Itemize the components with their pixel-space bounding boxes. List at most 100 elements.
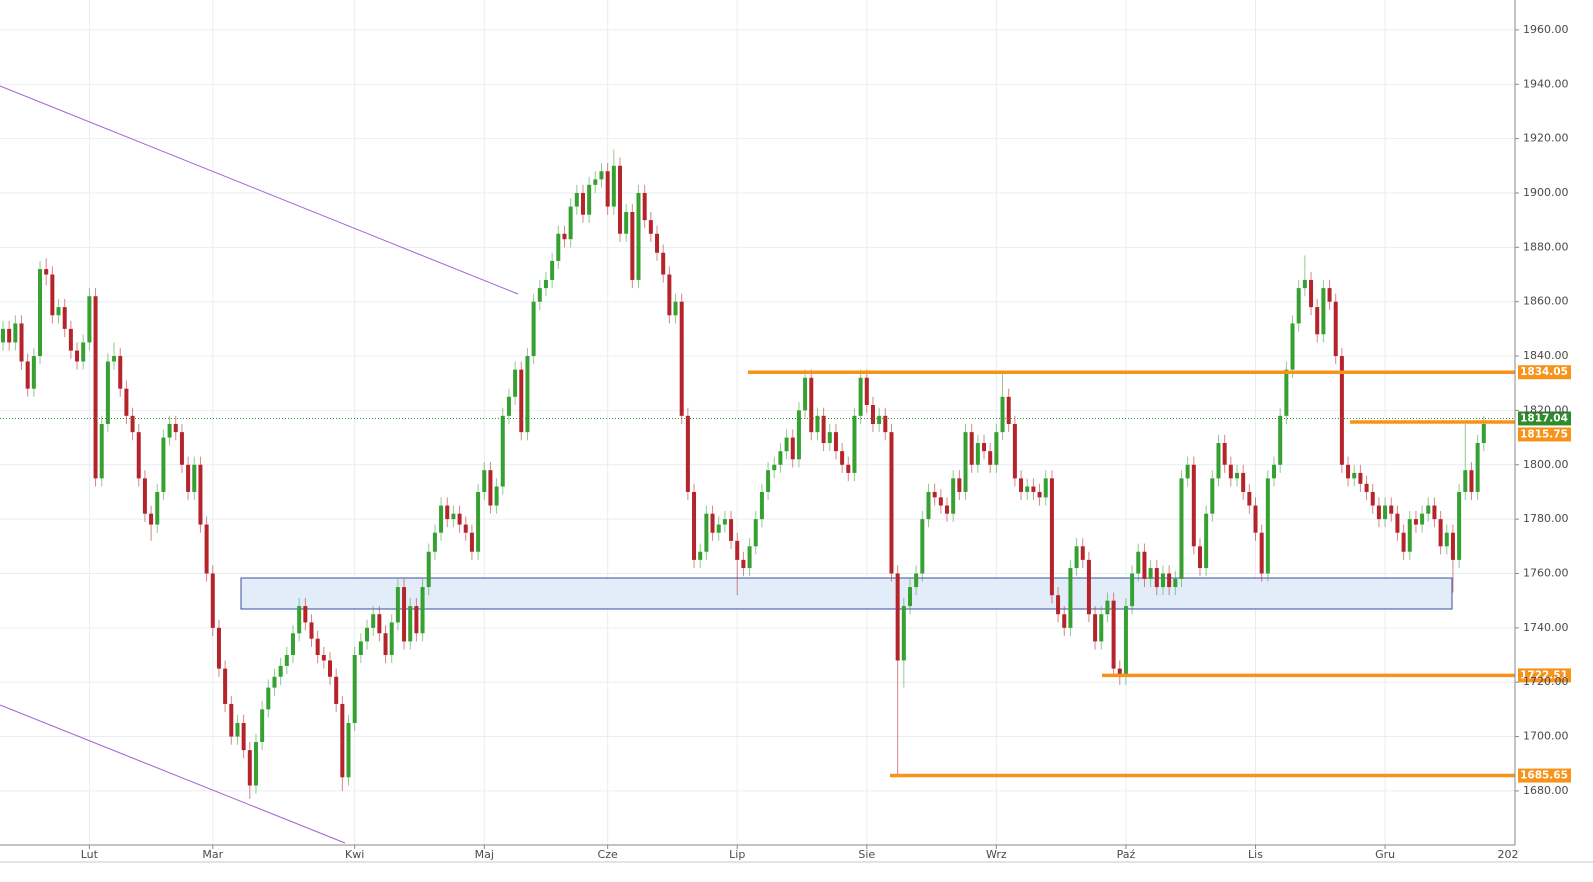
candle-body	[1395, 513, 1400, 533]
candle-body	[161, 437, 166, 492]
candle-body	[1364, 483, 1369, 492]
level-label: 1722.51	[1520, 669, 1568, 681]
candle-body	[685, 415, 690, 492]
candle-body	[1148, 568, 1153, 579]
candle-body	[1093, 614, 1098, 642]
candle-body	[611, 165, 616, 207]
candle-body	[1420, 513, 1425, 525]
candle-body	[303, 606, 308, 623]
candle-body	[1469, 470, 1474, 492]
candle-body	[778, 451, 783, 465]
candle-body	[932, 491, 937, 498]
candle-body	[1309, 279, 1314, 308]
candle-body	[1333, 301, 1338, 357]
candle-body	[1136, 551, 1141, 574]
candle-body	[1037, 491, 1042, 498]
candle-body	[235, 722, 240, 737]
candle-body	[1481, 423, 1486, 444]
candle-body	[476, 491, 481, 552]
candle-body	[1457, 491, 1462, 560]
candle-body	[1339, 356, 1344, 465]
candle-body	[87, 296, 92, 343]
y-tick-label: 1840.00	[1523, 349, 1569, 362]
candle-body	[56, 307, 61, 316]
x-tick-label: Cze	[598, 848, 618, 861]
level-label: 1685.65	[1520, 770, 1568, 782]
x-tick-label: Lis	[1248, 848, 1263, 861]
candle-body	[1438, 519, 1443, 547]
candle-body	[352, 655, 357, 723]
candle-body	[1043, 478, 1048, 498]
y-tick-label: 1720.00	[1523, 675, 1569, 688]
candle-body	[772, 464, 777, 471]
candle-body	[278, 665, 283, 677]
candle-body	[710, 513, 715, 533]
candle-body	[982, 443, 987, 452]
candle-body	[198, 464, 203, 525]
candle-body	[587, 184, 592, 215]
level-label-box	[1518, 668, 1571, 683]
levels: 1834.05 1815.75 1722.51 1685.65 1817.04	[0, 365, 1571, 783]
candle-body	[618, 165, 622, 234]
candle-body	[1302, 279, 1307, 289]
candle-body	[321, 655, 326, 661]
candle-body	[371, 614, 376, 628]
candle-body	[1247, 491, 1252, 506]
candle-body	[704, 513, 709, 552]
candle-body	[309, 622, 314, 639]
candle-body	[216, 627, 221, 669]
candle-body	[525, 356, 530, 433]
candle-body	[543, 279, 548, 289]
y-tick-label: 1940.00	[1523, 77, 1569, 90]
candle-body	[945, 505, 950, 514]
y-tick-label: 1860.00	[1523, 295, 1569, 308]
candle-body	[1376, 505, 1381, 520]
x-tick-label: Lut	[81, 848, 99, 861]
candle-body	[821, 415, 826, 444]
candle-body	[784, 437, 789, 452]
candle-body	[1154, 568, 1159, 588]
candle-body	[1358, 472, 1363, 484]
candle-body	[1, 328, 5, 343]
candle-body	[469, 532, 474, 552]
candle-body	[25, 361, 30, 389]
candle-body	[1130, 573, 1135, 607]
candle-body	[969, 432, 974, 465]
candle-body	[1401, 532, 1406, 552]
candle-body	[766, 470, 771, 492]
candle-body	[1413, 519, 1418, 525]
candle-body	[747, 546, 752, 569]
candle-body	[204, 524, 209, 574]
candle-body	[488, 470, 493, 506]
candle-body	[938, 497, 943, 506]
candle-body	[389, 622, 394, 656]
candle-body	[574, 192, 579, 207]
candle-body	[975, 443, 980, 465]
candle-body	[272, 676, 277, 688]
candle-body	[895, 573, 900, 661]
candle-body	[44, 269, 49, 275]
candle-body	[81, 342, 86, 362]
candle-body	[463, 524, 468, 533]
y-tick-label: 1960.00	[1523, 23, 1569, 36]
candle-body	[1450, 532, 1455, 560]
candle-body	[395, 587, 400, 623]
candle-body	[1191, 464, 1196, 547]
candle-body	[284, 655, 289, 666]
candle-body	[19, 323, 24, 362]
candle-body	[167, 423, 172, 438]
candles	[1, 149, 1486, 800]
candle-body	[247, 750, 252, 786]
candle-body	[13, 323, 18, 343]
candle-body	[1426, 505, 1431, 514]
candle-body	[1074, 546, 1079, 569]
candle-body	[722, 519, 727, 525]
candle-body	[815, 415, 820, 433]
candle-body	[1352, 472, 1357, 479]
candle-body	[1179, 478, 1184, 579]
candle-body	[136, 432, 141, 479]
candle-body	[112, 356, 117, 362]
candle-body	[531, 301, 536, 357]
candle-body	[1284, 369, 1289, 416]
candle-body	[1099, 614, 1104, 642]
